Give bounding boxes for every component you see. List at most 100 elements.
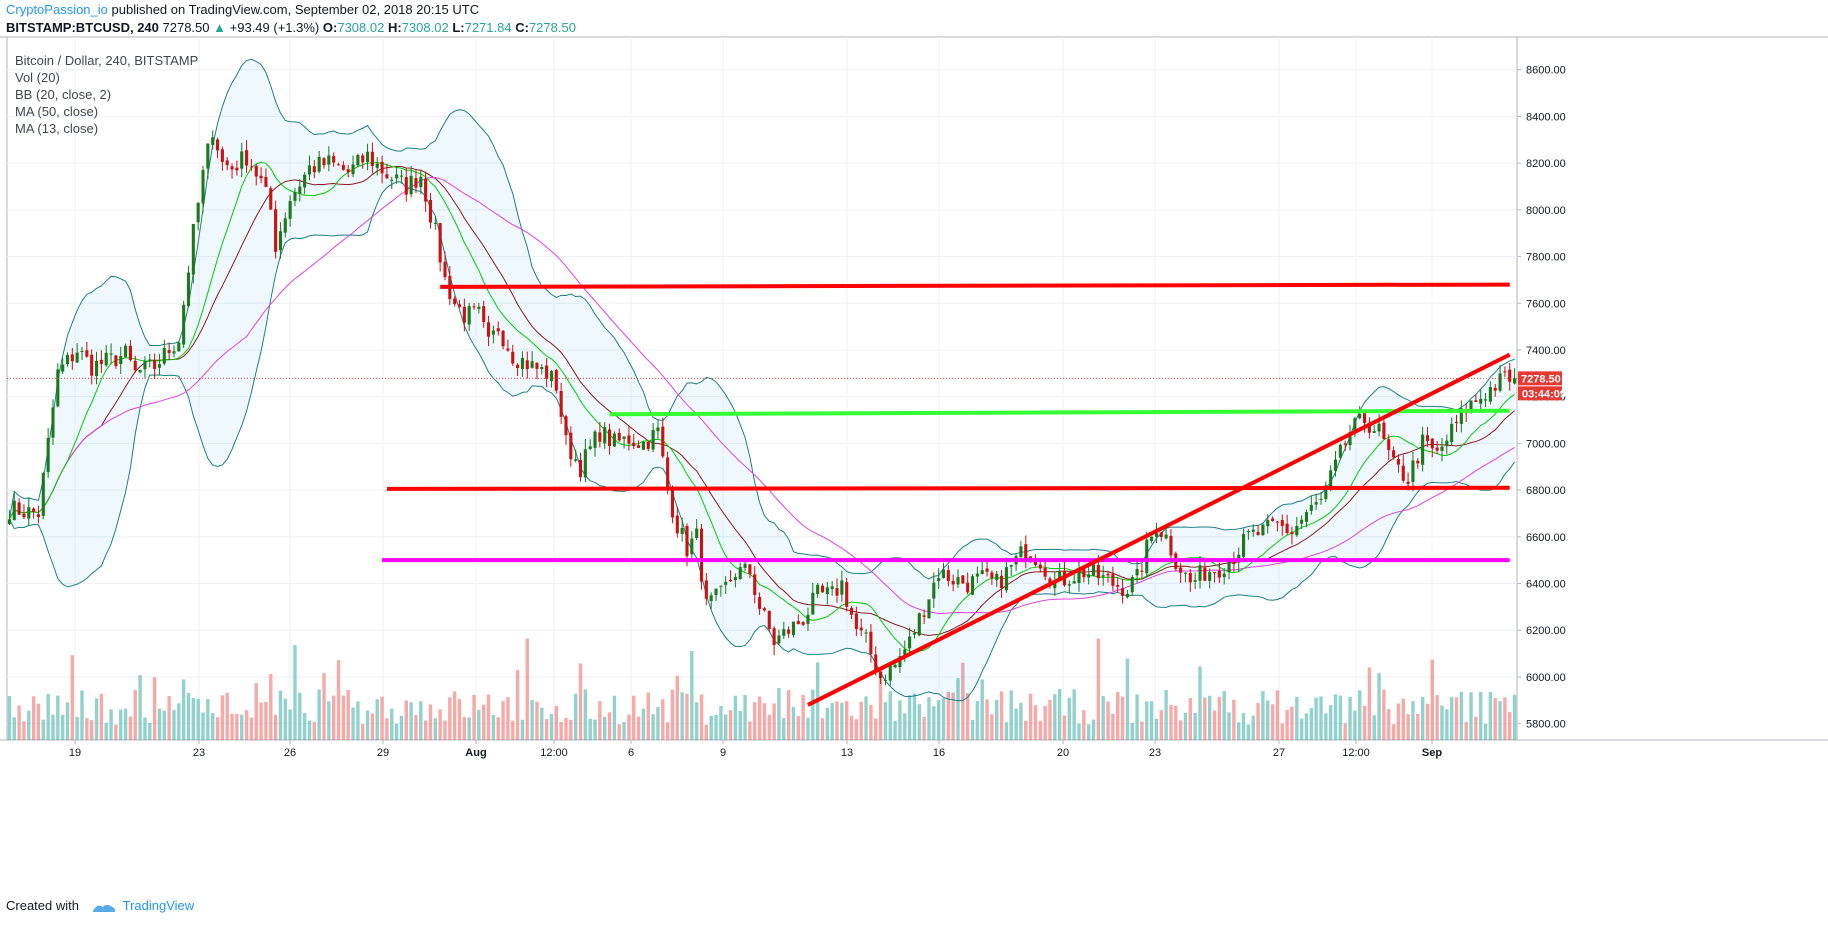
candle-body (1058, 571, 1062, 581)
candle-body (728, 579, 733, 582)
candle-body (583, 449, 587, 478)
volume-bar (65, 702, 70, 740)
candle-body (477, 306, 481, 309)
volume-bar (1270, 704, 1275, 740)
volume-bar (530, 700, 534, 740)
candle-body (1411, 460, 1415, 482)
candle-body (627, 435, 631, 444)
candle-body (791, 621, 796, 636)
candle-body (796, 621, 800, 625)
candle-body (690, 538, 694, 555)
volume-bar (1125, 658, 1130, 740)
legend-ma50[interactable]: MA (50, close) (15, 104, 99, 119)
candle-body (70, 354, 74, 362)
volume-bar (1062, 715, 1067, 740)
volume-bar (907, 695, 912, 740)
legend-vol[interactable]: Vol (20) (15, 70, 60, 85)
candle-body (443, 261, 447, 278)
volume-bar (1396, 703, 1401, 740)
price-tick-label: 7000.00 (1526, 438, 1566, 450)
price-tick-label: 7600.00 (1526, 298, 1566, 310)
author-link[interactable]: CryptoPassion_io (6, 2, 108, 17)
volume-bar (612, 695, 617, 740)
tradingview-logo-icon (92, 904, 115, 912)
legend-ma13[interactable]: MA (13, close) (15, 121, 99, 136)
candle-body (1208, 572, 1212, 581)
candle-body (1421, 434, 1425, 465)
candle-body (361, 155, 365, 163)
candle-body (840, 580, 844, 595)
volume-bar (394, 723, 399, 740)
candle-body (182, 304, 186, 345)
candle-body (269, 188, 273, 210)
volume-bar (162, 710, 166, 740)
candle-body (240, 151, 244, 169)
legend-bb[interactable]: BB (20, close, 2) (15, 87, 112, 102)
volume-bar (148, 722, 152, 740)
volume-bar (448, 697, 452, 740)
candle-body (525, 360, 529, 370)
candle-body (695, 528, 699, 539)
candle-body (816, 584, 820, 594)
candle-body (32, 508, 36, 512)
candle-body (1106, 574, 1110, 576)
volume-bar (482, 704, 486, 740)
volume-bar (1348, 696, 1352, 740)
volume-bar (1411, 701, 1415, 740)
volume-bar (1082, 710, 1086, 740)
volume-bar (1440, 705, 1444, 740)
volume-bar (535, 701, 539, 740)
candle-body (424, 178, 428, 202)
volume-bar (607, 712, 612, 740)
volume-bar (506, 697, 510, 740)
volume-bar (665, 722, 670, 740)
volume-bar (632, 695, 636, 740)
volume-bar (540, 707, 544, 740)
volume-bar (1246, 724, 1251, 740)
volume-bar (278, 690, 283, 740)
volume-bar (675, 675, 679, 740)
volume-bar (583, 689, 588, 740)
candle-body (143, 361, 147, 370)
candle-body (27, 507, 31, 519)
candle-body (898, 656, 902, 668)
candle-body (961, 575, 965, 584)
time-tick-label: 23 (1149, 747, 1161, 759)
candle-body (230, 166, 234, 170)
volume-bar (327, 701, 331, 740)
candle-body (520, 358, 524, 369)
volume-bar (999, 691, 1004, 740)
candle-body (153, 360, 157, 369)
candle-body (1416, 460, 1420, 464)
candle-body (1459, 408, 1463, 424)
volume-bar (123, 708, 128, 740)
volume-bar (85, 718, 89, 740)
volume-bar (796, 716, 800, 740)
volume-bar (690, 650, 694, 740)
volume-bar (1174, 705, 1178, 740)
volume-bar (748, 721, 752, 740)
volume-bar (51, 714, 55, 740)
price-tick-label: 8400.00 (1526, 111, 1566, 123)
candle-body (278, 231, 282, 251)
candle-body (1445, 440, 1449, 447)
volume-bar (1309, 708, 1314, 740)
volume-bar (835, 701, 839, 740)
volume-bar (1377, 673, 1381, 740)
candle-body (549, 371, 554, 382)
volume-bar (1479, 692, 1483, 740)
volume-bar (1212, 710, 1217, 740)
candle-body (820, 585, 825, 593)
candle-body (186, 272, 191, 307)
price-tick-label: 6800.00 (1526, 485, 1566, 497)
candle-body (1169, 535, 1173, 556)
volume-bar (225, 692, 229, 740)
candle-body (332, 156, 336, 163)
candle-body (656, 427, 660, 432)
volume-bar (801, 695, 805, 740)
volume-bar (830, 702, 834, 740)
tradingview-link[interactable]: TradingView (122, 898, 195, 913)
volume-bar (336, 660, 341, 740)
candle-body (428, 199, 433, 223)
